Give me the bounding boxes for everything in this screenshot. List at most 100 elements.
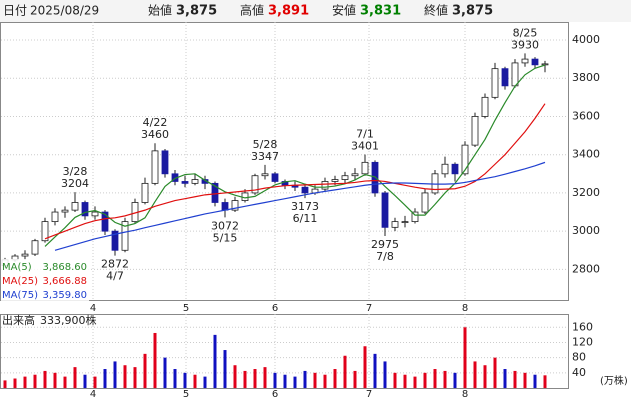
x-tick-label: 7 xyxy=(366,303,372,314)
y-tick-label: 40 xyxy=(572,366,586,379)
candle-body xyxy=(491,68,499,98)
x-tick-label: 6 xyxy=(272,389,278,400)
candle-body xyxy=(121,221,129,251)
legend: MA(5) 3,868.60 MA(25) 3,666.88 MA(75) 3,359.8… xyxy=(1,259,89,301)
candle-body xyxy=(511,62,519,87)
high-value: 3930 xyxy=(511,38,539,51)
candle-body xyxy=(211,182,219,203)
y-tick-label: 3000 xyxy=(572,224,600,237)
volume-bar xyxy=(383,361,387,388)
low-value: 3072 xyxy=(211,219,239,232)
volume-bar xyxy=(273,372,277,388)
low-value: 3173 xyxy=(291,200,319,213)
volume-bar xyxy=(243,370,247,388)
header-bg xyxy=(0,0,631,22)
y-tick-label: 120 xyxy=(572,335,593,348)
field-label: 高値 xyxy=(240,3,264,18)
volume-bar xyxy=(103,369,107,388)
volume-bar xyxy=(83,374,87,388)
volume-bar xyxy=(343,355,347,388)
candle-body xyxy=(471,116,479,146)
low-date: 6/11 xyxy=(293,212,318,225)
x-tick-label: 5 xyxy=(183,303,189,314)
volume-last: 333,900株 xyxy=(40,313,97,327)
candle-body xyxy=(331,179,339,182)
volume-bar xyxy=(423,372,427,388)
y-tick-label: 80 xyxy=(572,351,586,364)
high-date: 8/25 xyxy=(513,26,538,39)
volume-bar xyxy=(203,376,207,388)
candle-body xyxy=(101,211,109,232)
candle-body xyxy=(321,181,329,190)
volume-bar xyxy=(313,372,317,388)
volume-bar xyxy=(153,332,157,388)
volume-bar xyxy=(73,367,77,388)
candle-body xyxy=(381,192,389,228)
volume-bar xyxy=(333,369,337,388)
low-date: 7/8 xyxy=(376,250,394,263)
header-fields: 始値 3,875 高値 3,891 安値 3,831 終値 3,875 xyxy=(148,3,493,19)
low-value: 2872 xyxy=(101,258,129,271)
candle-body xyxy=(41,221,49,242)
candle-body xyxy=(481,96,489,117)
low-date: 4/7 xyxy=(106,270,124,283)
candle-body xyxy=(441,163,449,175)
volume-bar xyxy=(123,365,127,388)
candle-body xyxy=(361,161,369,175)
high-date: 7/1 xyxy=(356,127,374,140)
volume-bar xyxy=(53,372,57,388)
volume-bar xyxy=(353,370,357,388)
volume-bar xyxy=(523,372,527,388)
candle-body xyxy=(81,202,89,217)
candle-body xyxy=(71,202,79,211)
high-value: 3401 xyxy=(351,139,379,152)
candle-body xyxy=(91,211,99,217)
candle-body xyxy=(501,68,509,87)
low-date: 5/15 xyxy=(213,231,238,244)
volume-bar xyxy=(213,334,217,388)
candle-body xyxy=(461,144,469,175)
y-tick-label: 4000 xyxy=(572,33,600,46)
volume-bar xyxy=(393,372,397,388)
field-value: 3,875 xyxy=(452,4,493,19)
candle-body xyxy=(531,58,539,66)
volume-title: 出来高 xyxy=(2,313,35,327)
volume-bar xyxy=(443,370,447,388)
legend-box xyxy=(1,259,89,301)
candle-body xyxy=(51,211,59,223)
volume-bar xyxy=(253,369,257,388)
volume-bar xyxy=(363,346,367,388)
volume-bar xyxy=(23,376,27,388)
candle-body xyxy=(451,163,459,175)
volume-bar xyxy=(373,353,377,388)
volume-bar xyxy=(143,353,147,388)
legend-name: MA(25) xyxy=(2,276,38,287)
candle-body xyxy=(151,150,159,184)
legend-value: 3,359.80 xyxy=(42,290,87,301)
volume-bar xyxy=(263,367,267,388)
candle-body xyxy=(391,221,399,228)
y-tick-label: 3400 xyxy=(572,148,600,161)
date-label: 日付 xyxy=(3,4,27,18)
candle-body xyxy=(401,221,409,224)
legend-name: MA(5) xyxy=(2,262,32,273)
y-tick-label: 2800 xyxy=(572,262,600,275)
volume-bar xyxy=(93,376,97,388)
high-date: 4/22 xyxy=(143,116,168,129)
volume-bar xyxy=(223,350,227,388)
low-value: 2975 xyxy=(371,238,399,251)
field-value: 3,875 xyxy=(176,4,217,19)
candle-body xyxy=(61,209,69,213)
y-tick-label: 3800 xyxy=(572,71,600,84)
volume-bar xyxy=(3,380,7,388)
legend-value: 3,868.60 xyxy=(42,262,87,273)
candle-body xyxy=(341,175,349,180)
volume-bar xyxy=(513,370,517,388)
candle-body xyxy=(231,200,239,211)
candle-body xyxy=(421,192,429,213)
volume-bar xyxy=(433,369,437,388)
x-tick-label: 8 xyxy=(462,389,468,400)
volume-bar xyxy=(503,369,507,388)
x-tick-label: 4 xyxy=(90,389,96,400)
